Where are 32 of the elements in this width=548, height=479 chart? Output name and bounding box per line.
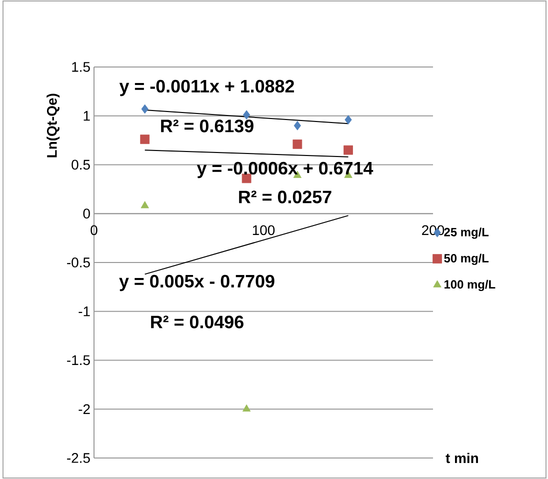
legend-label: 100 mg/L bbox=[444, 280, 496, 292]
point bbox=[141, 104, 148, 114]
y-tick-label: -2 bbox=[78, 404, 90, 414]
legend-label: 50 mg/L bbox=[444, 254, 489, 265]
annotation: R² = 0.0496 bbox=[151, 316, 244, 328]
y-tick-label: 1.5 bbox=[72, 62, 90, 72]
point bbox=[292, 140, 302, 149]
x-axis-title: t min bbox=[446, 452, 478, 464]
legend-label: 25 mg/L bbox=[444, 228, 489, 239]
y-tick-label: -2.5 bbox=[67, 453, 90, 463]
annotation: R² = 0.6139 bbox=[161, 120, 254, 132]
annotation: y = -0.0011x + 1.0882 bbox=[119, 80, 294, 96]
point bbox=[294, 120, 301, 130]
annotation: R² = 0.0257 bbox=[239, 190, 332, 204]
point bbox=[242, 404, 251, 412]
y-tick-label: 1 bbox=[84, 111, 90, 121]
y-tick-label: -0.5 bbox=[67, 258, 90, 268]
y-tick-label: -1.5 bbox=[67, 355, 90, 366]
x-tick-label: 0 bbox=[90, 225, 98, 236]
y-tick-label: 0 bbox=[83, 208, 90, 219]
point bbox=[140, 201, 149, 208]
y-axis-title: Ln(Qt-Qe) bbox=[46, 94, 60, 158]
point bbox=[242, 174, 252, 184]
annotation: y = -0.0006x + 0.6714 bbox=[196, 162, 374, 178]
point bbox=[242, 110, 250, 120]
annotation: y = 0.005x - 0.7709 bbox=[119, 274, 274, 292]
y-tick-label: 0.5 bbox=[72, 160, 90, 170]
x-tick-label: 100 bbox=[252, 225, 275, 236]
point bbox=[344, 115, 352, 124]
point bbox=[140, 134, 150, 144]
point bbox=[344, 145, 353, 155]
y-tick-label: -1 bbox=[78, 306, 90, 316]
